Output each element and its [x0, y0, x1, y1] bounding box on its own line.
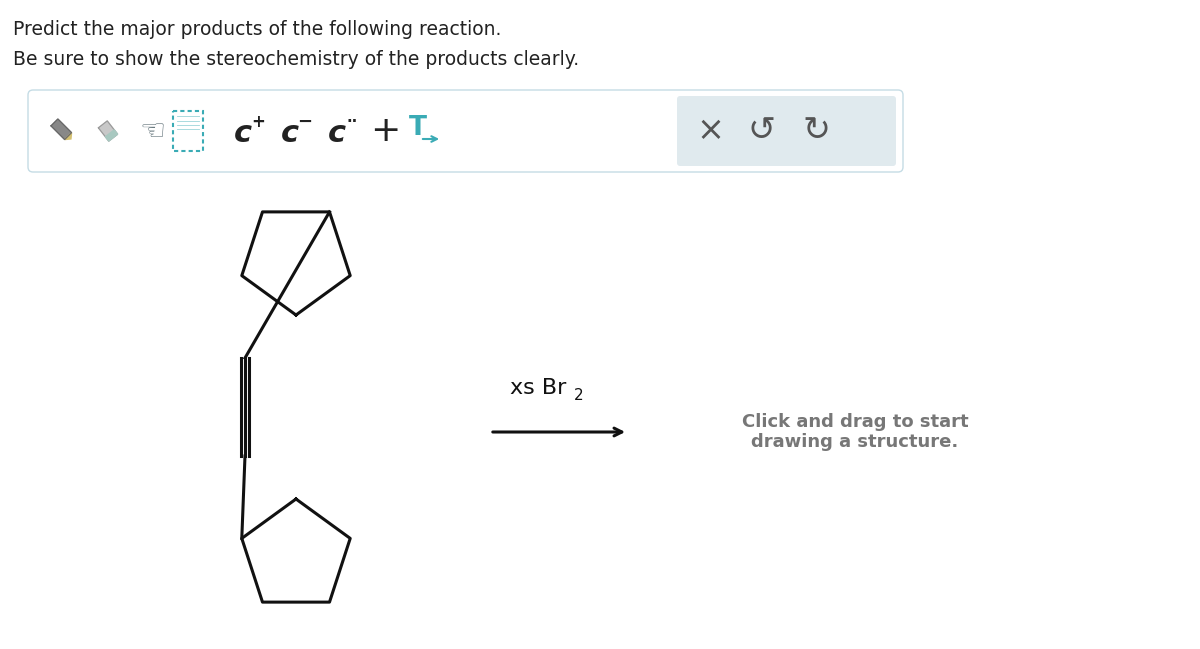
Polygon shape — [98, 121, 118, 141]
FancyBboxPatch shape — [677, 96, 896, 166]
Bar — [173, 111, 203, 151]
Polygon shape — [52, 119, 72, 140]
FancyBboxPatch shape — [28, 90, 904, 172]
Text: +: + — [370, 114, 400, 148]
Text: ↺: ↺ — [748, 114, 776, 147]
Text: Predict the major products of the following reaction.: Predict the major products of the follow… — [13, 20, 502, 39]
Text: ··: ·· — [347, 114, 358, 129]
Polygon shape — [65, 132, 72, 140]
Text: xs Br: xs Br — [510, 378, 566, 398]
Text: ☜: ☜ — [140, 118, 166, 146]
Text: ×: × — [696, 114, 724, 147]
Text: +: + — [251, 113, 265, 131]
Text: c: c — [234, 119, 252, 149]
Polygon shape — [106, 130, 118, 141]
Text: Click and drag to start
drawing a structure.: Click and drag to start drawing a struct… — [742, 413, 968, 452]
Text: c: c — [281, 119, 299, 149]
Text: 2: 2 — [574, 389, 583, 404]
Text: c: c — [328, 119, 346, 149]
Text: Be sure to show the stereochemistry of the products clearly.: Be sure to show the stereochemistry of t… — [13, 50, 580, 69]
Text: T: T — [409, 115, 427, 141]
Text: ↻: ↻ — [802, 114, 830, 147]
Text: −: − — [298, 113, 312, 131]
